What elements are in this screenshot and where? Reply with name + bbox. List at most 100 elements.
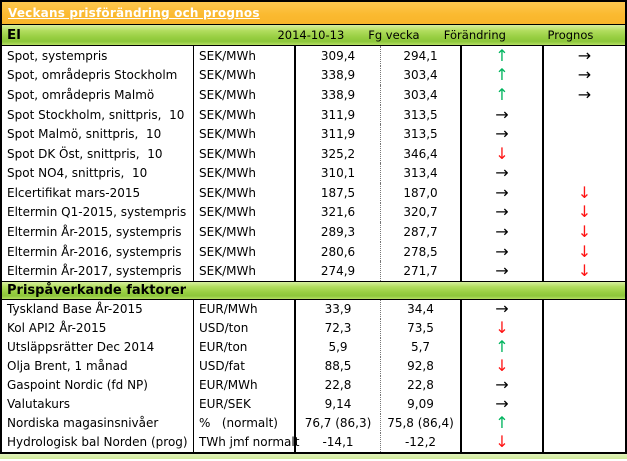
- arrow-cell: →: [542, 65, 625, 86]
- row-unit: SEK/MWh: [193, 124, 294, 144]
- right-arrow-icon: →: [495, 163, 509, 183]
- row-label: Spot Stockholm, snittpris, 10: [7, 107, 185, 122]
- section-title-factors: Prispåverkande faktorer: [7, 282, 187, 298]
- row-unit: SEK/MWh: [193, 241, 294, 262]
- empty-cell: [542, 337, 625, 357]
- row-unit: SEK/MWh: [193, 183, 294, 203]
- row-unit: EUR/SEK: [193, 394, 294, 414]
- arrow-cell: →: [460, 104, 542, 125]
- empty-cell: [542, 394, 625, 414]
- row-unit: EUR/MWh: [193, 299, 294, 319]
- row-label: Tyskland Base År-2015: [7, 302, 143, 317]
- table-row: Nordiska magasinsnivåer % (normalt) 76,7 (…: [2, 413, 625, 433]
- right-arrow-icon: →: [577, 65, 592, 85]
- value-previous: 75,8 (86,4): [380, 413, 460, 433]
- column-header-forecast: Prognos: [547, 28, 594, 42]
- row-label: Kol API2 År-2015: [7, 321, 107, 336]
- column-header-change: Förändring: [443, 28, 506, 42]
- value-previous: 346,4: [380, 143, 460, 164]
- value-current: 274,9: [294, 261, 380, 281]
- value-previous: 303,4: [380, 85, 460, 105]
- down-arrow-icon: ↓: [577, 221, 592, 241]
- row-unit: SEK/MWh: [193, 65, 294, 86]
- table-row: Eltermin År-2017, systempris SEK/MWh 274,9…: [2, 261, 625, 281]
- row-unit: EUR/MWh: [193, 375, 294, 395]
- arrow-cell: ↓: [542, 202, 625, 223]
- right-arrow-icon: →: [495, 375, 509, 395]
- row-label: Spot Malmö, snittpris, 10: [7, 127, 162, 142]
- table-row: Valutakurs EUR/SEK 9,14 9,09 →: [2, 394, 625, 414]
- empty-cell: [542, 124, 625, 144]
- section-factors-rows: Tyskland Base År-2015 EUR/MWh 33,9 34,4 → Kol…: [2, 299, 625, 452]
- value-current: 88,5: [294, 356, 380, 376]
- table-row: Gaspoint Nordic (fd NP) EUR/MWh 22,8 22,8 →: [2, 375, 625, 395]
- row-unit: USD/fat: [193, 356, 294, 376]
- down-arrow-icon: ↓: [577, 182, 592, 202]
- table-row: Spot, områdepris Stockholm SEK/MWh 338,9 30…: [2, 65, 625, 86]
- row-unit: EUR/ton: [193, 337, 294, 357]
- right-arrow-icon: →: [495, 261, 509, 281]
- value-current: 33,9: [294, 299, 380, 319]
- row-label: Nordiska magasinsnivåer: [7, 416, 159, 431]
- right-arrow-icon: →: [495, 241, 509, 261]
- value-current: 338,9: [294, 65, 380, 86]
- value-previous: 34,4: [380, 299, 460, 319]
- table-row: Spot, områdepris Malmö SEK/MWh 338,9 303,4 ↑…: [2, 85, 625, 105]
- right-arrow-icon: →: [577, 45, 592, 65]
- row-label: Spot DK Öst, snittpris, 10: [7, 146, 163, 161]
- row-unit: USD/ton: [193, 318, 294, 338]
- section-el-rows: Spot, systempris SEK/MWh 309,4 294,1 ↑ → Spot,…: [2, 46, 625, 281]
- value-previous: 294,1: [380, 46, 460, 66]
- value-previous: 313,5: [380, 124, 460, 144]
- value-previous: 271,7: [380, 261, 460, 281]
- value-previous: 278,5: [380, 241, 460, 262]
- row-unit: SEK/MWh: [193, 163, 294, 184]
- value-previous: 92,8: [380, 356, 460, 376]
- arrow-cell: →: [460, 183, 542, 203]
- value-current: 72,3: [294, 318, 380, 338]
- row-unit: TWh jmf normalt: [193, 432, 299, 452]
- arrow-cell: ↓: [460, 143, 542, 164]
- value-current: 187,5: [294, 183, 380, 203]
- row-label: Eltermin År-2017, systempris: [7, 264, 182, 279]
- row-label: Utsläppsrätter Dec 2014: [7, 340, 155, 355]
- row-label: Elcertifikat mars-2015: [7, 185, 141, 200]
- right-arrow-icon: →: [495, 182, 509, 202]
- empty-cell: [542, 104, 625, 125]
- table-row: Spot Stockholm, snittpris, 10 SEK/MWh 311,…: [2, 104, 625, 125]
- up-arrow-icon: ↑: [495, 65, 509, 85]
- row-label: Olja Brent, 1 månad: [7, 359, 128, 374]
- value-previous: 313,5: [380, 104, 460, 125]
- section-header-factors: Prispåverkande faktorer: [2, 280, 625, 300]
- section-title-el: El: [7, 27, 21, 43]
- arrow-cell: →: [460, 394, 542, 414]
- row-unit: SEK/MWh: [193, 261, 294, 281]
- arrow-cell: ↑: [460, 65, 542, 86]
- down-arrow-icon: ↓: [577, 241, 592, 261]
- value-current: 22,8: [294, 375, 380, 395]
- arrow-cell: ↑: [460, 85, 542, 105]
- down-arrow-icon: ↓: [495, 356, 509, 376]
- down-arrow-icon: ↓: [577, 202, 592, 222]
- arrow-cell: →: [460, 299, 542, 319]
- value-previous: 9,09: [380, 394, 460, 414]
- value-current: 280,6: [294, 241, 380, 262]
- right-arrow-icon: →: [577, 84, 592, 104]
- arrow-cell: →: [460, 261, 542, 281]
- value-current: 9,14: [294, 394, 380, 414]
- table-row: Kol API2 År-2015 USD/ton 72,3 73,5 ↓: [2, 318, 625, 338]
- table-row: Elcertifikat mars-2015 SEK/MWh 187,5 187,0 →…: [2, 183, 625, 203]
- row-unit: SEK/MWh: [193, 85, 294, 105]
- arrow-cell: ↓: [460, 432, 542, 452]
- row-unit: SEK/MWh: [193, 46, 294, 66]
- empty-cell: [542, 432, 625, 452]
- table-row: Utsläppsrätter Dec 2014 EUR/ton 5,9 5,7 ↑: [2, 337, 625, 357]
- arrow-cell: ↓: [542, 222, 625, 242]
- value-previous: 73,5: [380, 318, 460, 338]
- value-previous: -12,2: [380, 432, 460, 452]
- right-arrow-icon: →: [495, 221, 509, 241]
- right-arrow-icon: →: [495, 394, 509, 414]
- row-label: Eltermin År-2015, systempris: [7, 224, 182, 239]
- empty-cell: [542, 318, 625, 338]
